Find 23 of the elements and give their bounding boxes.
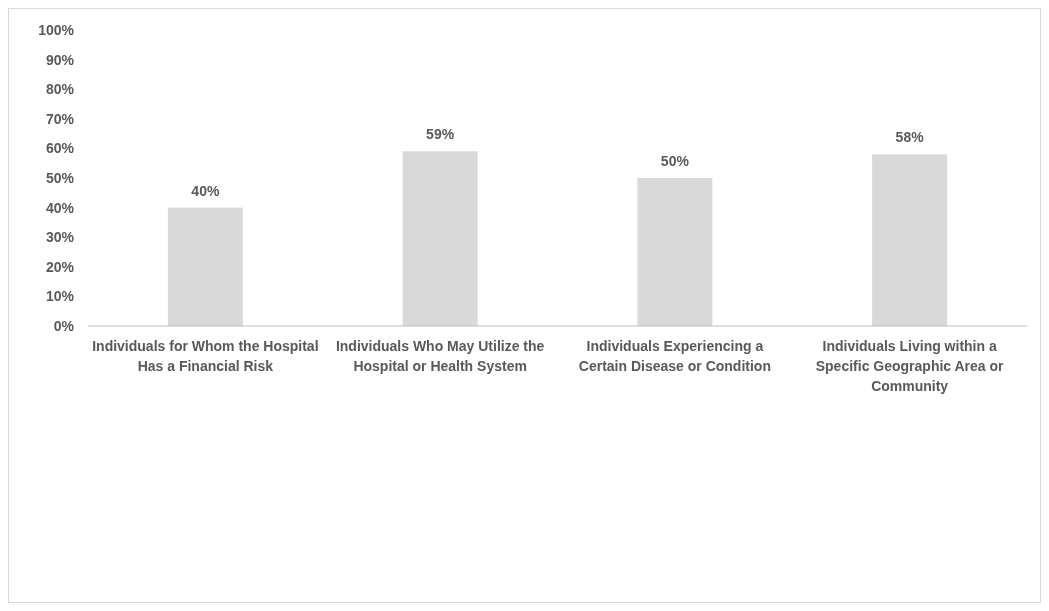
bar bbox=[167, 207, 243, 326]
bar bbox=[872, 154, 948, 326]
y-tick-label: 0% bbox=[53, 317, 75, 334]
bar bbox=[402, 151, 478, 326]
y-tick-label: 40% bbox=[45, 199, 75, 216]
x-tick-label: Individuals for Whom the Hospital Has a Financial Risk bbox=[92, 338, 319, 374]
y-tick-label: 20% bbox=[45, 258, 75, 275]
data-label: 58% bbox=[895, 129, 925, 146]
x-tick-label: Individuals Living within a Specific Geographic Area or Community bbox=[815, 338, 1005, 394]
x-tick-label: Individuals Experiencing a Certain Disease or Condition bbox=[578, 338, 771, 374]
bar bbox=[637, 178, 713, 326]
y-tick-label: 70% bbox=[45, 110, 75, 127]
y-tick-label: 60% bbox=[45, 140, 75, 157]
data-label: 59% bbox=[426, 126, 455, 143]
y-tick-label: 90% bbox=[45, 51, 75, 68]
y-tick-label: 30% bbox=[45, 229, 75, 246]
y-tick-label: 10% bbox=[45, 288, 75, 305]
y-tick-label: 50% bbox=[45, 169, 75, 186]
data-label: 50% bbox=[660, 153, 690, 169]
y-tick-label: 100% bbox=[38, 21, 75, 38]
data-label: 40% bbox=[191, 182, 220, 199]
x-tick-label: Individuals Who May Utilize the Hospital or Health System bbox=[335, 338, 545, 374]
y-tick-label: 80% bbox=[45, 81, 75, 98]
